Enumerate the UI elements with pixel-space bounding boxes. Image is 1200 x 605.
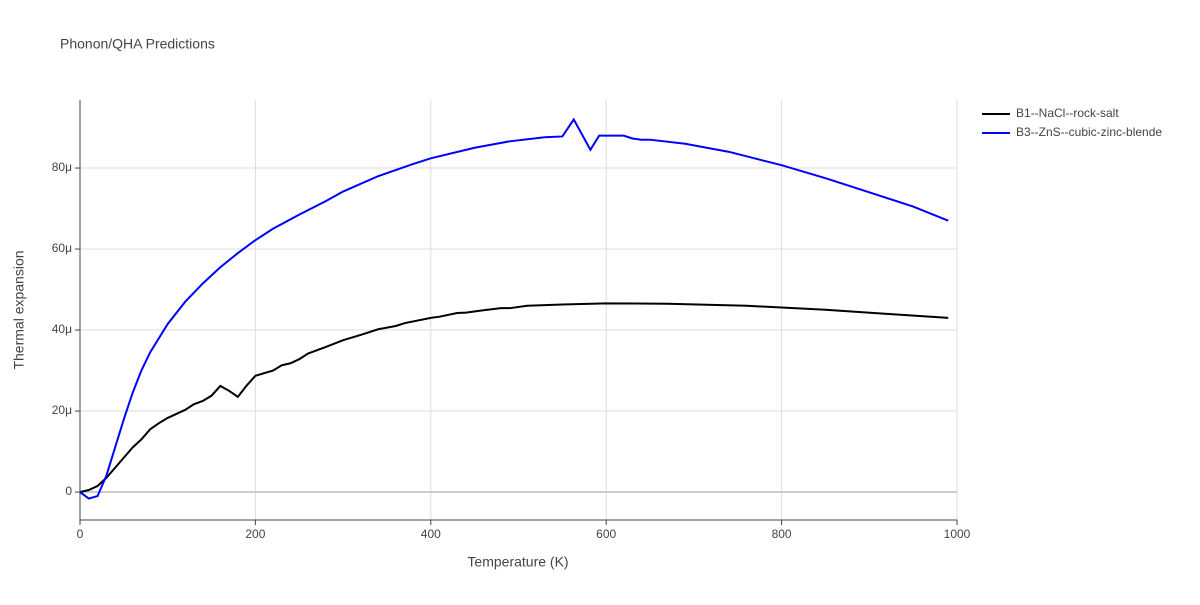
x-tick-label: 600 (596, 527, 616, 541)
chart-title: Phonon/QHA Predictions (60, 36, 215, 52)
data-line (79, 117, 949, 500)
x-tick-label: 200 (245, 527, 265, 541)
y-tick-label: 0 (65, 484, 72, 498)
y-axis-title: Thermal expansion (11, 250, 27, 369)
y-tick-label: 40μ (52, 322, 72, 336)
x-tick-label: 0 (77, 527, 84, 541)
x-tick-label: 400 (421, 527, 441, 541)
x-axis-title: Temperature (K) (467, 554, 568, 570)
y-tick-label: 20μ (52, 403, 72, 417)
x-tick-label: 1000 (944, 527, 971, 541)
data-line (79, 302, 949, 494)
legend-label: B3--ZnS--cubic-zinc-blende (1016, 125, 1162, 139)
y-tick-label: 80μ (52, 160, 72, 174)
y-tick-label: 60μ (52, 241, 72, 255)
legend-label: B1--NaCl--rock-salt (1016, 106, 1119, 120)
x-tick-label: 800 (772, 527, 792, 541)
